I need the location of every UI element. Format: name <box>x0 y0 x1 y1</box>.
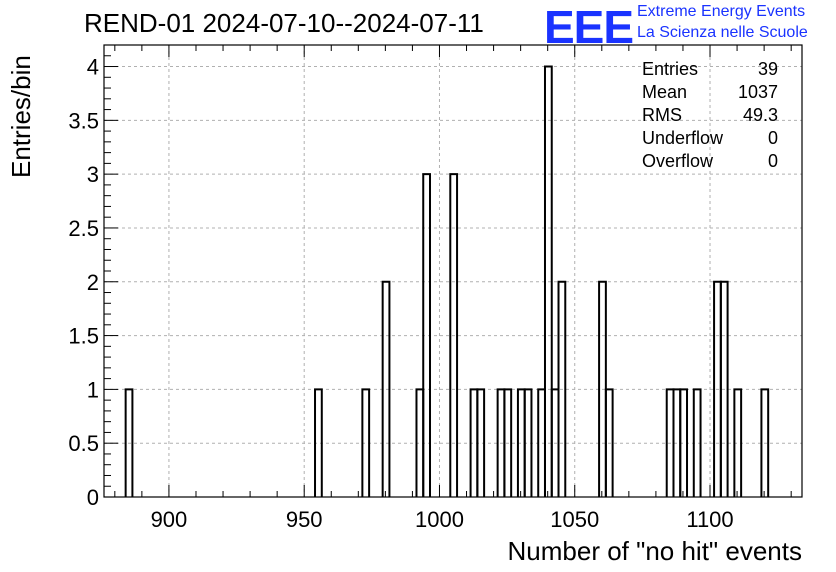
y-tick-label: 4 <box>87 55 99 80</box>
y-tick-label: 3.5 <box>68 108 99 133</box>
stat-label-underflow: Underflow <box>642 128 724 148</box>
stat-value-mean: 1037 <box>737 82 778 102</box>
chart-title: REND-01 2024-07-10--2024-07-11 <box>84 8 484 38</box>
stat-value-entries: 39 <box>757 59 778 79</box>
stat-value-overflow: 0 <box>767 151 778 171</box>
histogram-bin <box>604 388 614 497</box>
y-tick-label: 3 <box>87 162 99 187</box>
histogram-bin <box>124 388 134 497</box>
grid-lines <box>104 45 802 497</box>
eee-logo: EEE <box>544 1 634 53</box>
y-tick-label: 1.5 <box>68 324 99 349</box>
y-axis: 0 0.5 1 1.5 2 2.5 3 3.5 4 <box>68 44 118 510</box>
histogram-bin <box>733 388 743 497</box>
logo-line-2: La Scienza nelle Scuole <box>637 24 808 41</box>
x-tick-label: 1000 <box>415 507 464 532</box>
stat-label-entries: Entries <box>642 59 699 79</box>
x-tick-label: 1100 <box>686 507 733 532</box>
histogram-bin <box>476 388 486 497</box>
histogram-bins <box>124 65 770 497</box>
plot-frame <box>103 44 803 498</box>
y-axis-label: Entries/bin <box>6 55 36 178</box>
logo-line-1: Extreme Energy Events <box>637 3 806 20</box>
histogram-bin <box>381 280 391 497</box>
histogram-bin <box>543 65 553 497</box>
histogram-bin <box>449 173 459 497</box>
stat-label-overflow: Overflow <box>642 151 714 171</box>
stat-label-mean: Mean <box>642 82 688 102</box>
x-axis: 900 950 1000 1050 1100 <box>114 45 792 532</box>
histogram-bin <box>679 388 689 497</box>
y-tick-label: 0 <box>87 485 99 510</box>
histogram-bin <box>314 388 323 497</box>
stat-label-rms: RMS <box>642 105 682 125</box>
histogram-bin <box>422 173 432 497</box>
x-tick-label: 1050 <box>550 507 599 532</box>
histogram-bin <box>503 388 513 497</box>
y-tick-label: 2.5 <box>68 216 99 241</box>
histogram-bin <box>557 280 567 497</box>
x-axis-label: Number of "no hit" events <box>507 536 803 566</box>
x-tick-label: 950 <box>286 507 323 532</box>
histogram-bin <box>760 388 770 497</box>
x-tick-label: 900 <box>151 507 188 532</box>
histogram-bin <box>523 388 533 497</box>
histogram-bin <box>692 388 702 497</box>
stat-value-underflow: 0 <box>767 128 778 148</box>
y-tick-label: 0.5 <box>68 431 99 456</box>
y-tick-label: 1 <box>87 377 99 402</box>
y-tick-label: 2 <box>87 270 99 295</box>
plot-border <box>103 44 803 498</box>
histogram-bin <box>361 388 371 497</box>
stat-value-rms: 49.3 <box>742 105 778 125</box>
histogram-bin <box>719 280 729 497</box>
